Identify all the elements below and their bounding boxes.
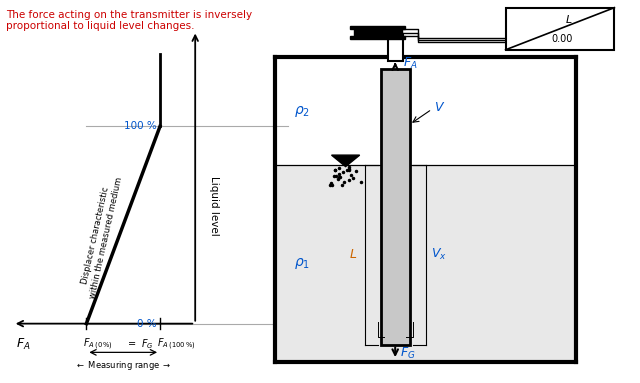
Text: $L$: $L$ [566,13,573,25]
Bar [388,34,403,61]
Text: Liquid level: Liquid level [209,176,220,236]
Text: $=\ F_G$: $=\ F_G$ [126,337,154,351]
Bar [351,26,404,29]
Text: 100 %: 100 % [124,121,157,131]
Text: $V_x$: $V_x$ [431,247,447,262]
Bar [275,165,576,362]
Bar [506,8,614,50]
Text: The force acting on the transmitter is inversely
proportional to liquid level ch: The force acting on the transmitter is i… [6,10,253,31]
Text: $\rho_1$: $\rho_1$ [294,256,310,271]
Text: $V$: $V$ [434,101,445,114]
Polygon shape [332,155,360,167]
Bar [354,29,402,36]
Text: $F_G$: $F_G$ [401,346,416,361]
Text: $F_{A\,(100\,\%)}$: $F_{A\,(100\,\%)}$ [157,337,195,352]
Bar [351,36,404,39]
Bar [381,69,410,345]
Text: 0 %: 0 % [137,319,157,329]
Text: Displacer characteristic
within the measured medium: Displacer characteristic within the meas… [78,174,124,299]
Text: $F_A$: $F_A$ [403,56,417,71]
Text: $\leftarrow$ Measuring range $\rightarrow$: $\leftarrow$ Measuring range $\rightarro… [75,359,172,372]
Text: $\rho_2$: $\rho_2$ [294,103,310,119]
Text: $F_A$: $F_A$ [16,337,31,352]
Text: $L$: $L$ [349,248,357,261]
Text: $F_{A\,(0\,\%)}$: $F_{A\,(0\,\%)}$ [83,337,113,352]
Text: 0.00: 0.00 [551,34,573,44]
